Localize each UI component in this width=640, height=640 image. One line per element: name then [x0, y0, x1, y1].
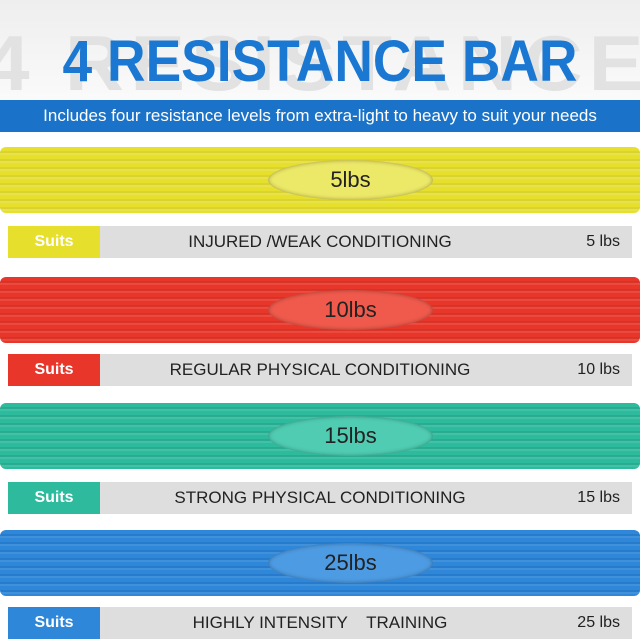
- description: HIGHLY INTENSITY TRAINING: [192, 613, 448, 632]
- suits-tag: Suits: [8, 354, 100, 386]
- subtitle: Includes four resistance levels from ext…: [0, 100, 640, 132]
- suits-tag: Suits: [8, 607, 100, 639]
- resistance-bar: 10lbs: [0, 277, 640, 343]
- resistance-bar: 25lbs: [0, 530, 640, 596]
- suits-tag: Suits: [8, 482, 100, 514]
- resistance-bar: 5lbs: [0, 147, 640, 213]
- info-row: Suits REGULAR PHYSICAL CONDITIONING 10 lbs: [8, 354, 632, 386]
- resistance-bar: 15lbs: [0, 403, 640, 469]
- weight: 10 lbs: [577, 361, 620, 378]
- weight: 5 lbs: [586, 233, 620, 250]
- bar-label: 15lbs: [268, 416, 433, 456]
- info-row: Suits INJURED /WEAK CONDITIONING 5 lbs: [8, 226, 632, 258]
- info-row: Suits STRONG PHYSICAL CONDITIONING 15 lbs: [8, 482, 632, 514]
- ghost-title: 4 RESISTANCE BAR: [0, 19, 640, 107]
- description: STRONG PHYSICAL CONDITIONING: [174, 488, 466, 507]
- description: INJURED /WEAK CONDITIONING: [188, 232, 452, 251]
- weight: 25 lbs: [577, 614, 620, 631]
- description: REGULAR PHYSICAL CONDITIONING: [169, 360, 471, 379]
- bar-label: 5lbs: [268, 160, 433, 200]
- weight: 15 lbs: [577, 489, 620, 506]
- title: 4 RESISTANCE BAR: [62, 29, 578, 94]
- suits-tag: Suits: [8, 226, 100, 258]
- bar-label: 10lbs: [268, 290, 433, 330]
- bar-label: 25lbs: [268, 543, 433, 583]
- info-row: Suits HIGHLY INTENSITY TRAINING 25 lbs: [8, 607, 632, 639]
